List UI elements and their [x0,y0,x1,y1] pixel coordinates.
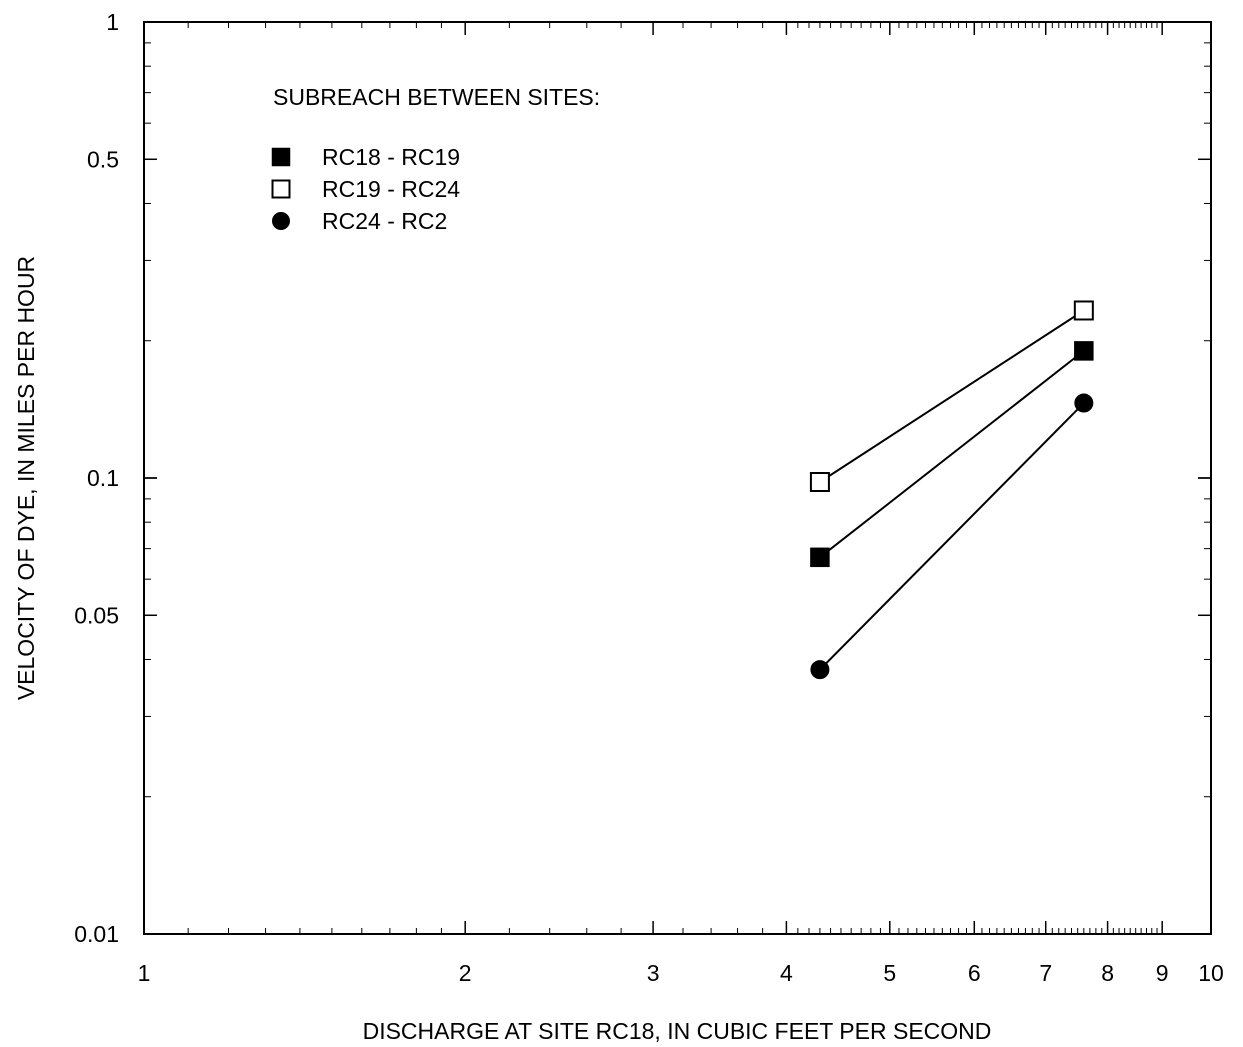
x-tick-label: 3 [647,960,660,986]
x-tick-label: 9 [1156,960,1169,986]
data-point [810,547,830,568]
x-tick-label: 10 [1198,960,1224,986]
x-axis-title: DISCHARGE AT SITE RC18, IN CUBIC FEET PE… [363,1018,992,1044]
series [809,300,1094,680]
y-tick-label: 0.01 [74,921,119,947]
legend-label: RC18 - RC19 [322,144,460,170]
legend-label: RC19 - RC24 [322,176,460,202]
x-tick-label: 6 [968,960,981,986]
tick-labels: 1 2 3 4 5 6 7 8 9 10 0.01 0.05 0.1 0.5 1 [74,9,1224,986]
x-tick-label: 2 [459,960,472,986]
x-tick-label: 8 [1101,960,1114,986]
data-point [810,660,830,680]
series-line [819,402,1085,671]
x-tick-label: 7 [1039,960,1052,986]
y-axis-title: VELOCITY OF DYE, IN MILES PER HOUR [13,256,39,700]
data-point [1074,393,1094,413]
legend: SUBREACH BETWEEN SITES: RC18 - RC19 RC19 … [271,84,600,234]
x-tick-label: 1 [138,960,151,986]
data-point [1073,300,1094,321]
x-tick-label: 4 [780,960,793,986]
legend-marker [272,212,290,230]
legend-marker [271,147,291,167]
data-point [809,472,830,493]
legend-label: RC24 - RC2 [322,208,447,234]
x-tick-label: 5 [883,960,896,986]
plot-frame [143,21,1212,935]
y-tick-label: 0.05 [74,602,119,628]
series-line [819,350,1085,559]
legend-items: RC18 - RC19 RC19 - RC24 RC24 - RC2 [271,144,460,234]
y-tick-label: 0.5 [87,146,119,172]
ticks [143,21,1212,935]
y-tick-label: 1 [106,9,119,35]
data-point [1074,341,1094,361]
series-line [819,309,1085,483]
y-tick-label: 0.1 [87,465,119,491]
legend-marker [271,179,291,199]
legend-title: SUBREACH BETWEEN SITES: [273,84,600,110]
